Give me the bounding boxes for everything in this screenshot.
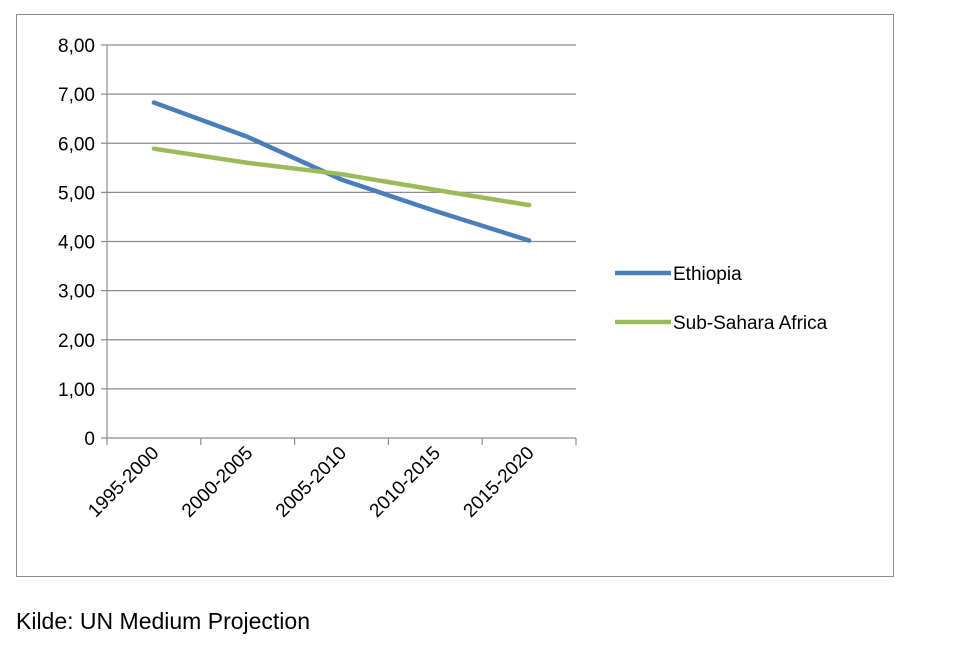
legend-label: Sub-Sahara Africa bbox=[673, 313, 828, 334]
x-tick-label: 2005-2010 bbox=[272, 443, 351, 522]
series-line-1 bbox=[151, 100, 532, 243]
line-chart: 0 1,00 2,00 3,00 4,00 5,00 6,00 7,00 8,00 1995-20… bbox=[58, 36, 828, 522]
axes: 0 1,00 2,00 3,00 4,00 5,00 6,00 7,00 8,00 1995-20… bbox=[58, 36, 577, 522]
x-tick-label: 2000-2005 bbox=[178, 443, 257, 522]
y-tick-label: 2,00 bbox=[58, 331, 95, 352]
y-tick-label: 7,00 bbox=[58, 85, 95, 106]
x-tick-label: 2010-2015 bbox=[366, 443, 445, 522]
chart-frame: 0 1,00 2,00 3,00 4,00 5,00 6,00 7,00 8,00 1995-20… bbox=[16, 14, 894, 577]
y-tick-label: 6,00 bbox=[58, 134, 95, 155]
y-tick-label: 5,00 bbox=[58, 183, 95, 204]
y-tick-label: 3,00 bbox=[58, 282, 95, 303]
legend: Ethiopia Sub-Sahara Africa bbox=[615, 264, 828, 334]
x-tick-label: 2015-2020 bbox=[460, 443, 539, 522]
y-tick-label: 8,00 bbox=[58, 36, 95, 57]
y-tick-label: 0 bbox=[84, 429, 95, 450]
gridlines bbox=[107, 44, 576, 390]
y-tick-label: 1,00 bbox=[58, 380, 95, 401]
y-tick-label: 4,00 bbox=[58, 233, 95, 254]
legend-label: Ethiopia bbox=[673, 264, 742, 285]
x-tick-label: 1995-2000 bbox=[84, 443, 163, 522]
source-note: Kilde: UN Medium Projection bbox=[16, 608, 311, 634]
series-lines bbox=[151, 100, 532, 243]
series-line-2 bbox=[151, 146, 532, 208]
